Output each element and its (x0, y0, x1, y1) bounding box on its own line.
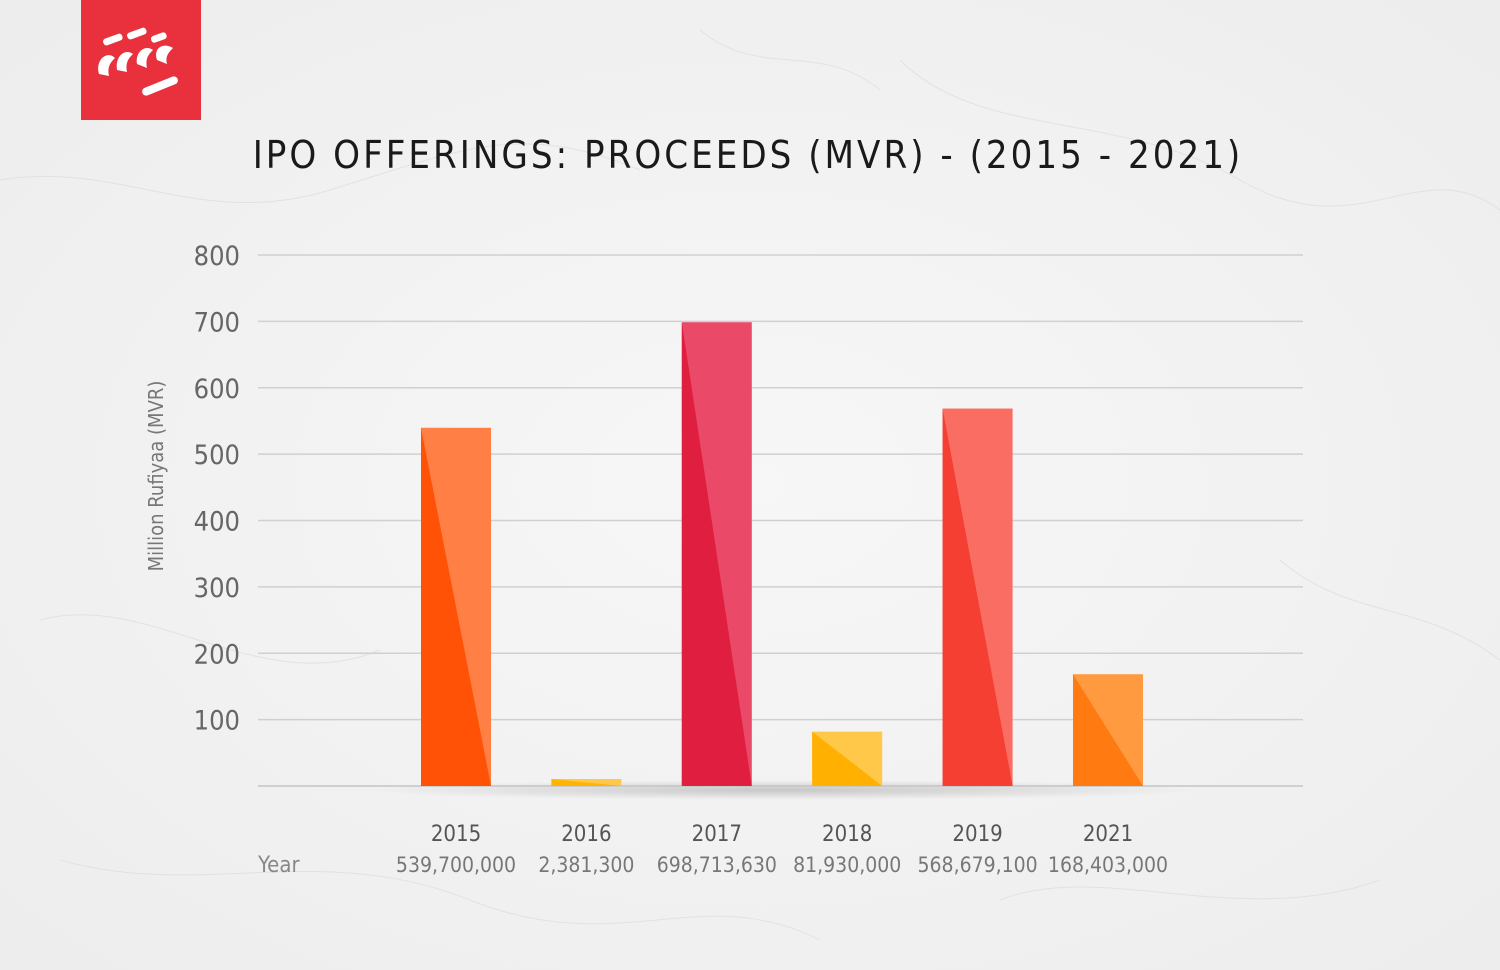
x-axis-label: Year (257, 853, 300, 878)
chart-title: IPO OFFERINGS: PROCEEDS (MVR) - (2015 - … (252, 133, 1244, 177)
x-tick-label: 2018 (822, 822, 872, 847)
value-label: 568,679,100 (918, 853, 1038, 877)
x-tick-label: 2017 (692, 822, 742, 847)
value-label: 2,381,300 (538, 853, 634, 877)
y-tick-label: 100 (194, 706, 240, 737)
bar-shade-2015 (421, 427, 491, 786)
y-tick-label: 500 (194, 440, 240, 471)
y-tick-label: 600 (194, 374, 240, 405)
y-tick-label: 200 (194, 639, 240, 670)
bar-shade-2017 (681, 322, 752, 786)
bar-shade-2018 (812, 731, 883, 786)
y-tick-label: 300 (194, 573, 240, 604)
y-tick-label: 400 (194, 507, 240, 538)
y-tick-label: 800 (194, 241, 240, 272)
value-label: 539,700,000 (396, 853, 516, 877)
bar-shade-2016 (551, 779, 622, 786)
x-tick-label: 2021 (1083, 822, 1133, 847)
y-tick-label: 700 (194, 307, 240, 338)
value-label: 168,403,000 (1048, 853, 1168, 877)
y-axis-label: Million Rufiyaa (MVR) (144, 381, 168, 572)
brand-logo-icon (98, 27, 178, 96)
x-tick-label: 2019 (952, 822, 1002, 847)
x-tick-label: 2016 (561, 822, 611, 847)
value-label: 698,713,630 (657, 853, 777, 877)
x-tick-label: 2015 (431, 822, 481, 847)
bar-shade-2021 (1073, 674, 1143, 786)
bar-shade-2019 (942, 408, 1013, 786)
value-label: 81,930,000 (793, 853, 901, 877)
brand-logo (81, 0, 201, 120)
